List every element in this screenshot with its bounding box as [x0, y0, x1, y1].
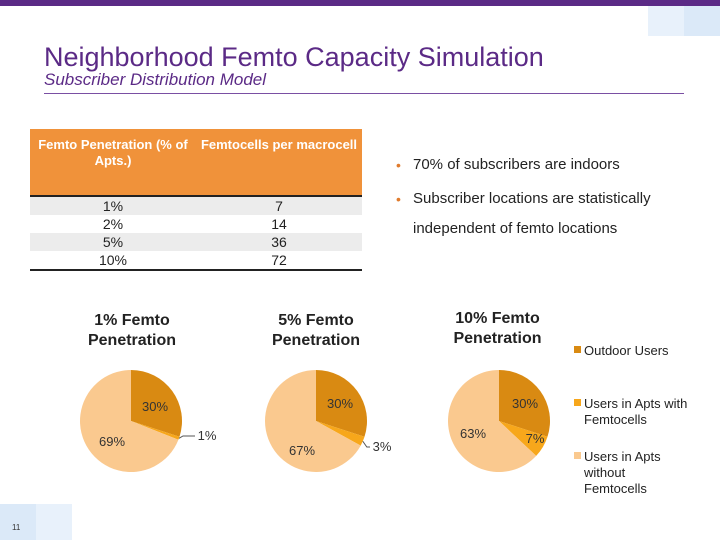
table-cell: 14	[271, 216, 287, 232]
pie-data-label: 67%	[289, 443, 315, 458]
pie-data-label: 3%	[373, 439, 392, 454]
legend-swatch	[574, 346, 581, 353]
legend-swatch	[574, 399, 581, 406]
penetration-table: Femto Penetration (% of Apts.) Femtocell…	[30, 129, 362, 271]
pie-data-label: 7%	[526, 431, 545, 446]
table-cell: 36	[196, 233, 362, 251]
table-cell: 5%	[30, 233, 196, 251]
pie-slice	[131, 370, 182, 437]
table-cell: 1%	[30, 196, 196, 215]
table-cell: 10%	[30, 251, 196, 271]
header-penetration: Femto Penetration (% of Apts.)	[30, 129, 196, 196]
bullet-dot-icon: •	[396, 157, 401, 173]
table-cell: 72	[196, 251, 362, 271]
pie-data-label: 63%	[460, 426, 486, 441]
pie-data-label: 30%	[512, 396, 538, 411]
pie-slice	[316, 370, 368, 437]
legend-swatch	[574, 452, 581, 459]
bullet-dot-icon: •	[396, 191, 401, 207]
legend-label: Users in Apts without Femtocells	[584, 449, 661, 496]
pie-slice	[131, 421, 180, 440]
title-divider	[44, 93, 684, 94]
pie-slice	[499, 421, 548, 456]
table-row: 1% 7	[30, 196, 362, 215]
table-row: 2% 14	[30, 215, 362, 233]
pie-slice	[80, 370, 179, 473]
decor-square	[0, 504, 36, 540]
slide-title: Neighborhood Femto Capacity Simulation	[44, 42, 544, 72]
pie-data-label: 69%	[99, 434, 125, 449]
page-number: 11	[12, 523, 21, 532]
table-header-row: Femto Penetration (% of Apts.) Femtocell…	[30, 129, 362, 196]
pie-title-2: 5% Femto Penetration	[271, 312, 360, 349]
table-row: 5% 36	[30, 233, 362, 251]
pie-slice	[265, 370, 361, 472]
decor-square	[684, 6, 720, 36]
pie-slice	[499, 370, 550, 437]
pie-slice	[448, 370, 537, 473]
pie-data-label: 30%	[142, 399, 168, 414]
table-row: 10% 72	[30, 251, 362, 271]
slide-subtitle: Subscriber Distribution Model	[44, 70, 267, 89]
bullet-list: • 70% of subscribers are indoors • Subscri…	[396, 150, 706, 248]
pie-data-label: 1%	[198, 428, 217, 443]
header-femtocells: Femtocells per macrocell	[196, 129, 362, 196]
pie-title-3: 10% Femto Penetration	[453, 310, 542, 347]
label-leader-line	[362, 440, 370, 448]
table-cell: 2%	[102, 216, 124, 232]
pie-data-label: 30%	[327, 396, 353, 411]
legend-label: Users in Apts with Femtocells	[584, 396, 688, 427]
legend-label: Outdoor Users	[584, 343, 669, 358]
table-cell: 7	[196, 196, 362, 215]
bullet-item: • 70% of subscribers are indoors	[396, 150, 706, 180]
label-leader-line	[178, 435, 195, 439]
bullet-item: • Subscriber locations are statistically …	[396, 184, 706, 244]
decor-square	[648, 6, 684, 36]
decor-square	[36, 504, 72, 540]
pie-slice	[316, 421, 365, 446]
pie-title-1: 1% Femto Penetration	[87, 312, 176, 349]
top-accent-bar	[0, 0, 720, 6]
